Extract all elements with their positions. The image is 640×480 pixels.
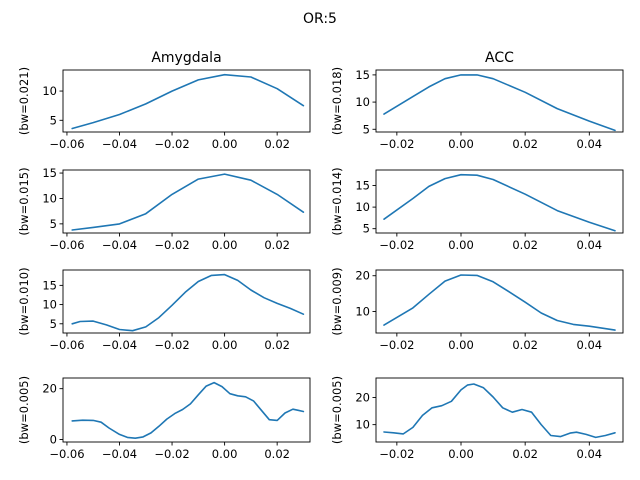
y-tick-label: 20	[355, 391, 370, 405]
y-tick-label: 0	[50, 432, 57, 446]
y-axis-label: (bw=0.005)	[17, 376, 31, 444]
x-tick-label: 0.02	[512, 137, 538, 151]
x-tick-label: −0.04	[102, 137, 137, 151]
y-tick-label: 15	[355, 68, 370, 82]
x-tick-label: −0.04	[102, 338, 137, 352]
x-tick-label: 0.04	[577, 447, 603, 461]
density-curve	[383, 274, 616, 331]
density-curve	[383, 74, 616, 132]
y-tick-label: 15	[42, 278, 57, 292]
x-tick-label: −0.02	[154, 447, 189, 461]
x-tick-label: 0.00	[448, 238, 474, 252]
axes-frame	[375, 377, 624, 443]
y-tick-label: 5	[50, 113, 57, 127]
subplot-r1-c1: −0.02 0.00 0.02 0.04 5 10 15 (bw=0.014)	[330, 167, 624, 252]
y-tick-label: 5	[363, 122, 370, 136]
x-tick-label: −0.02	[154, 338, 189, 352]
y-axis-label: (bw=0.021)	[17, 67, 31, 135]
x-tick-label: 0.02	[512, 447, 538, 461]
x-tick-label: −0.02	[154, 137, 189, 151]
x-tick-label: 0.00	[448, 338, 474, 352]
x-tick-label: 0.04	[577, 137, 603, 151]
x-tick-label: −0.02	[154, 238, 189, 252]
x-tick-label: −0.06	[49, 137, 84, 151]
density-curve	[71, 381, 305, 440]
subplot-r2-c0: −0.06 −0.04 −0.02 0.00 0.02 5 10 15 (bw=0.010)	[17, 267, 311, 352]
x-tick-label: −0.02	[379, 338, 414, 352]
subplot-r1-c0: −0.06 −0.04 −0.02 0.00 0.02 5 10 15 (bw=0.015)	[17, 166, 311, 252]
x-tick-label: 0.04	[577, 338, 603, 352]
axes-frame	[62, 377, 311, 443]
y-axis-label: (bw=0.010)	[17, 267, 31, 335]
x-tick-label: −0.04	[102, 238, 137, 252]
y-axis-label: (bw=0.005)	[330, 376, 344, 444]
y-tick-label: 5	[50, 217, 57, 231]
x-tick-label: 0.00	[212, 338, 238, 352]
x-tick-label: −0.06	[49, 447, 84, 461]
y-axis-label: (bw=0.018)	[330, 67, 344, 135]
subplot-r0-c0: −0.06 −0.04 −0.02 0.00 0.02 5 10 (bw=0.021)	[17, 67, 311, 151]
x-tick-label: 0.00	[448, 447, 474, 461]
x-tick-label: −0.06	[49, 338, 84, 352]
density-curve	[383, 383, 616, 439]
x-tick-label: 0.02	[512, 238, 538, 252]
y-axis-label: (bw=0.009)	[330, 267, 344, 335]
subplot-r0-c1: −0.02 0.00 0.02 0.04 5 10 15 (bw=0.018)	[330, 67, 624, 151]
column-title-acc: ACC	[485, 50, 514, 66]
x-tick-label: 0.04	[577, 238, 603, 252]
x-tick-label: 0.00	[212, 238, 238, 252]
axes-frame	[62, 169, 311, 234]
x-tick-label: 0.02	[512, 338, 538, 352]
subplot-r3-c1: −0.02 0.00 0.02 0.04 10 20 (bw=0.005)	[330, 376, 624, 461]
figure-suptitle: OR:5	[303, 11, 337, 27]
subplot-r3-c0: −0.06 −0.04 −0.02 0.00 0.02 0 20 (bw=0.005)	[17, 376, 311, 461]
density-curve	[71, 173, 305, 231]
density-curve	[71, 273, 305, 332]
y-tick-label: 5	[50, 317, 57, 331]
y-tick-label: 15	[355, 179, 370, 193]
density-curve	[71, 73, 305, 130]
axes-frame	[375, 169, 624, 234]
y-tick-label: 5	[363, 222, 370, 236]
y-axis-label: (bw=0.015)	[17, 167, 31, 235]
x-tick-label: 0.02	[264, 238, 290, 252]
y-tick-label: 10	[42, 84, 57, 98]
x-tick-label: 0.02	[264, 137, 290, 151]
y-tick-label: 15	[42, 166, 57, 180]
x-tick-label: 0.02	[264, 447, 290, 461]
x-tick-label: 0.00	[212, 137, 238, 151]
column-title-amygdala: Amygdala	[151, 50, 221, 66]
x-tick-label: −0.06	[49, 238, 84, 252]
x-tick-label: −0.02	[379, 447, 414, 461]
y-tick-label: 10	[42, 298, 57, 312]
x-tick-label: 0.00	[448, 137, 474, 151]
subplots-grid: −0.06 −0.04 −0.02 0.00 0.02510(bw=0.021)−0.0…	[17, 67, 624, 461]
axes-frame	[375, 269, 624, 334]
x-tick-label: 0.00	[212, 447, 238, 461]
axes-frame	[62, 269, 311, 334]
y-tick-label: 10	[355, 418, 370, 432]
x-tick-label: 0.02	[264, 338, 290, 352]
y-tick-label: 10	[42, 191, 57, 205]
axes-frame	[62, 69, 311, 133]
y-tick-label: 10	[355, 305, 370, 319]
y-tick-label: 20	[42, 382, 57, 396]
subplot-r2-c1: −0.02 0.00 0.02 0.04 10 20 (bw=0.009)	[330, 267, 624, 352]
y-tick-label: 20	[355, 269, 370, 283]
y-tick-label: 10	[355, 95, 370, 109]
density-curve	[383, 173, 616, 232]
x-tick-label: −0.02	[379, 137, 414, 151]
axes-frame	[375, 69, 624, 133]
x-tick-label: −0.02	[379, 238, 414, 252]
x-tick-label: −0.04	[102, 447, 137, 461]
y-axis-label: (bw=0.014)	[330, 167, 344, 235]
y-tick-label: 10	[355, 200, 370, 214]
